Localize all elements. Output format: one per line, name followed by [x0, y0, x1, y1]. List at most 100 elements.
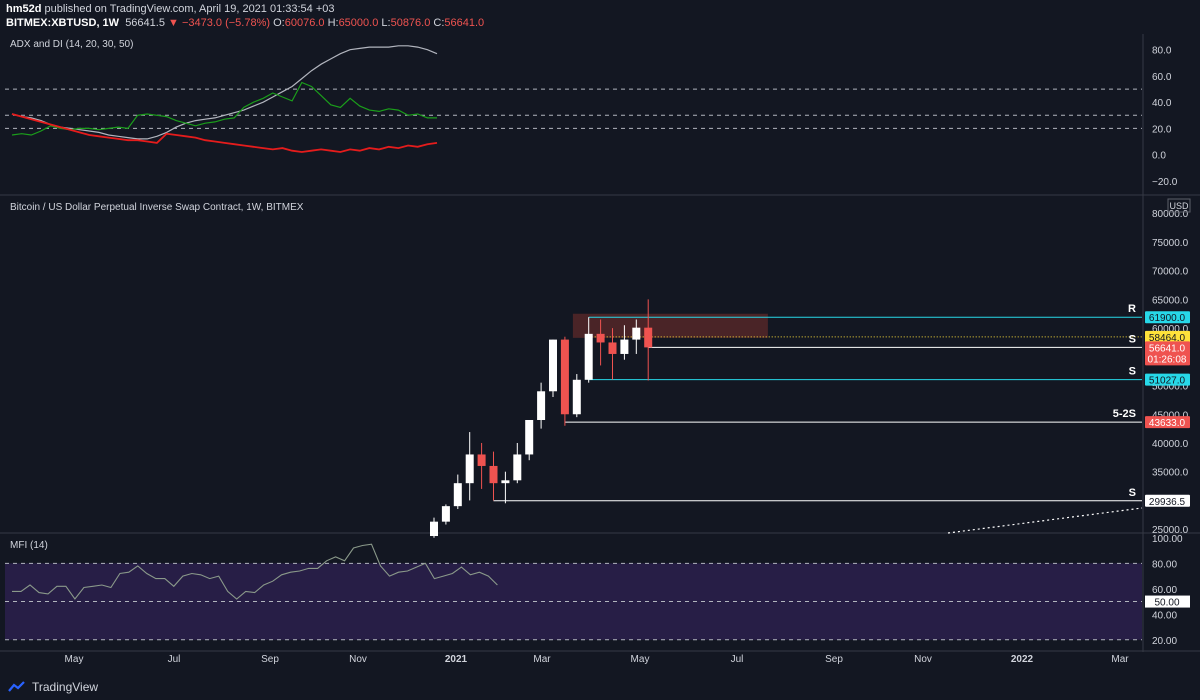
last-price: 56641.5: [125, 17, 165, 29]
price-y-tick: 35000.0: [1152, 468, 1189, 479]
price-label-box: [1145, 494, 1190, 507]
price-change: −3473.0 (−5.78%): [181, 17, 271, 29]
adx-y-tick: −20.0: [1152, 177, 1178, 188]
open-value: 60076.0: [284, 17, 325, 29]
ohlc-header: BITMEX:XBTUSD, 1W 56641.5 ▼ −3473.0 (−5.…: [6, 17, 484, 29]
x-tick: Mar: [533, 654, 551, 665]
price-label-text: 43633.0: [1149, 418, 1186, 429]
level-tag: S: [1129, 366, 1136, 378]
price-label-text: 56641.0: [1149, 343, 1186, 354]
usd-unit-label: USD: [1169, 201, 1189, 211]
symbol-label: BITMEX:XBTUSD, 1W: [6, 17, 120, 29]
mfi-line: [12, 543, 498, 600]
trend-line: [947, 507, 1143, 534]
candle-body: [632, 327, 641, 340]
price-label-text: 58464.0: [1149, 333, 1186, 344]
resistance-zone: [572, 313, 768, 338]
price-label-box: [1145, 341, 1190, 366]
candle-body: [596, 333, 605, 343]
low-value: 50876.0: [390, 17, 431, 29]
footer-brand[interactable]: TradingView: [32, 680, 99, 694]
high-label: H:: [327, 17, 339, 29]
candle-body: [441, 506, 450, 522]
author-name[interactable]: hm52d: [6, 3, 42, 15]
candle-body: [608, 342, 617, 354]
candle-body: [489, 465, 498, 484]
mfi-last-label: 50.00: [1154, 598, 1179, 609]
mfi-y-tick: 80.00: [1152, 559, 1177, 570]
close-label: C:: [433, 17, 445, 29]
usd-box: [1167, 198, 1191, 213]
down-triangle-icon: ▼: [168, 17, 179, 29]
x-tick: Sep: [825, 654, 843, 665]
x-tick: Sep: [261, 654, 279, 665]
candle-body: [644, 327, 653, 348]
x-tick: 2022: [1011, 654, 1034, 665]
tradingview-logo-icon: [8, 681, 25, 692]
mfi-y-tick: 100.00: [1152, 534, 1183, 545]
countdown-label: 01:26:08: [1148, 354, 1187, 365]
close-value: 56641.0: [444, 17, 485, 29]
x-tick: May: [65, 654, 84, 665]
level-tag: S: [1129, 487, 1136, 499]
adx-title: ADX and DI (14, 20, 30, 50): [10, 39, 133, 50]
adx-line: [11, 45, 438, 140]
x-tick: 2021: [445, 654, 468, 665]
price-y-tick: 50000.0: [1152, 382, 1189, 393]
mfi-y-tick: 40.00: [1152, 610, 1177, 621]
plus_di-line: [11, 81, 437, 136]
x-tick: Jul: [168, 654, 181, 665]
x-tick: May: [631, 654, 650, 665]
candle-body: [513, 454, 522, 481]
price-label-box: [1145, 416, 1190, 429]
level-tag: R: [1128, 303, 1136, 315]
price-label-box: [1145, 311, 1190, 324]
candle-body: [572, 379, 581, 415]
high-value: 65000.0: [338, 17, 379, 29]
candle-body: [620, 339, 629, 354]
adx-y-tick: 20.0: [1152, 124, 1172, 135]
adx-y-tick: 60.0: [1152, 72, 1172, 83]
candle-body: [525, 420, 534, 455]
candle-body: [453, 483, 462, 507]
candle-body: [465, 454, 474, 484]
price-y-tick: 60000.0: [1152, 324, 1189, 335]
price-label-box: [1145, 330, 1190, 343]
adx-y-tick: 80.0: [1152, 46, 1172, 57]
mfi-y-tick: 20.00: [1152, 636, 1177, 647]
x-tick: Jul: [731, 654, 744, 665]
candle-body: [430, 521, 438, 537]
x-tick: Nov: [914, 654, 932, 665]
price-y-tick: 45000.0: [1152, 410, 1189, 421]
price-y-tick: 25000.0: [1152, 525, 1189, 536]
price-y-tick: 65000.0: [1152, 295, 1189, 306]
footer: TradingView: [8, 680, 98, 694]
candle-body: [584, 333, 593, 380]
mfi-last-box: [1145, 595, 1190, 608]
mfi-title: MFI (14): [10, 540, 48, 551]
price-y-tick: 70000.0: [1152, 267, 1189, 278]
candle-body: [501, 480, 510, 484]
low-label: L:: [381, 17, 391, 29]
price-label-box: [1145, 373, 1190, 386]
price-title: Bitcoin / US Dollar Perpetual Inverse Sw…: [10, 202, 304, 213]
price-label-text: 29936.5: [1149, 497, 1186, 508]
mfi-y-tick: 60.00: [1152, 585, 1177, 596]
published-text: published on TradingView.com, April 19, …: [44, 3, 335, 15]
adx-y-tick: 0.0: [1152, 151, 1166, 162]
open-label: O:: [273, 17, 285, 29]
price-y-tick: 75000.0: [1152, 238, 1189, 249]
publish-header: hm52d published on TradingView.com, Apri…: [6, 3, 335, 15]
candle-body: [549, 339, 557, 392]
price-label-text: 51027.0: [1149, 376, 1186, 387]
price-label-text: 61900.0: [1149, 313, 1186, 324]
level-tag: 5-2S: [1113, 408, 1136, 420]
adx-y-tick: 40.0: [1152, 98, 1172, 109]
x-tick: Nov: [349, 654, 367, 665]
candle-body: [560, 339, 569, 415]
candle-body: [477, 454, 486, 466]
price-y-tick: 40000.0: [1152, 439, 1189, 450]
level-tag: S: [1129, 333, 1136, 345]
